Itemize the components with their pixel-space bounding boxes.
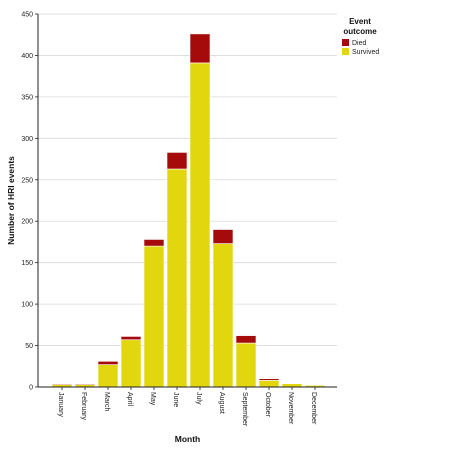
x-tick-label: December (310, 392, 317, 425)
bar-segment-died-may (143, 239, 165, 247)
legend-title-line-1: Event (349, 17, 371, 26)
y-tick-label: 150 (21, 260, 33, 267)
y-axis-title: Number of HRI events (6, 156, 16, 245)
bars (51, 33, 326, 388)
legend-swatch-died (342, 39, 349, 46)
bar-segment-survived-march (97, 364, 119, 388)
legend-label-died: Died (352, 40, 367, 47)
bar-segment-died-march (97, 361, 119, 365)
y-tick-label: 50 (25, 343, 33, 350)
x-tick-label: August (218, 392, 225, 414)
x-tick-label: June (172, 392, 179, 407)
x-axis-ticks: January February March April May June July Augu… (57, 387, 317, 427)
y-tick-label: 200 (21, 219, 33, 226)
x-tick-label: October (264, 392, 271, 418)
y-axis-ticks: 0 50 100 150 200 250 300 350 400 450 (21, 12, 38, 392)
x-axis-title: Month (175, 434, 201, 444)
bar-segment-survived-october (258, 380, 280, 388)
legend-title-line-2: outcome (343, 27, 377, 36)
x-tick-label: January (57, 392, 64, 417)
gridlines (38, 13, 337, 346)
y-tick-label: 250 (21, 177, 33, 184)
bar-segment-died-september (235, 335, 257, 344)
bar-segment-survived-august (212, 243, 234, 388)
bar-segment-survived-july (189, 62, 211, 388)
y-tick-label: 350 (21, 94, 33, 101)
bar-segment-died-january (51, 383, 73, 385)
bar-segment-died-august (212, 229, 234, 244)
legend-entries: Died Survived (342, 39, 379, 56)
y-tick-label: 400 (21, 53, 33, 60)
bar-segment-died-june (166, 152, 188, 170)
x-tick-label: April (126, 392, 133, 406)
legend-label-survived: Survived (352, 49, 379, 56)
x-tick-label: July (195, 392, 202, 405)
bar-segment-died-october (258, 378, 280, 381)
legend-swatch-survived (342, 48, 349, 55)
bar-segment-survived-may (143, 245, 165, 388)
x-tick-label: September (241, 392, 248, 427)
bar-segment-survived-june (166, 168, 188, 388)
bar-segment-survived-september (235, 342, 257, 388)
bar-segment-died-july (189, 33, 211, 64)
x-tick-label: March (103, 392, 110, 412)
x-tick-label: February (80, 392, 87, 421)
y-tick-label: 450 (21, 12, 33, 19)
y-tick-label: 100 (21, 302, 33, 309)
legend: Event outcome Died Survived (342, 17, 379, 56)
x-tick-label: November (287, 392, 294, 425)
y-tick-label: 0 (29, 385, 33, 392)
x-tick-label: May (149, 392, 156, 406)
y-tick-label: 300 (21, 136, 33, 143)
bar-segment-died-february (74, 383, 96, 385)
bar-segment-died-april (120, 336, 142, 341)
bar-segment-survived-april (120, 339, 142, 388)
